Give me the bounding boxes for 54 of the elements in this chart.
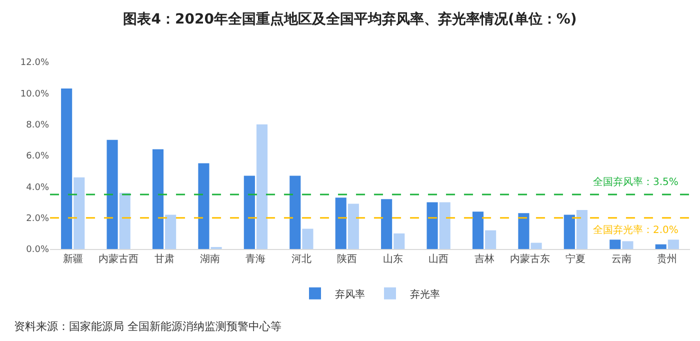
bar (576, 210, 588, 249)
x-tick-label: 内蒙古西 (98, 253, 139, 265)
x-tick-label: 贵州 (657, 253, 678, 265)
bar (518, 213, 530, 249)
bar (165, 214, 176, 249)
bar (622, 241, 634, 249)
bar (256, 124, 268, 249)
x-tick-label: 湖南 (200, 253, 220, 265)
bar (530, 242, 542, 249)
bar (381, 199, 392, 249)
bar (290, 176, 301, 249)
x-tick-label: 吉林 (474, 253, 494, 265)
bar (472, 212, 484, 249)
bar (564, 214, 575, 249)
y-tick-label: 12.0% (20, 58, 50, 68)
y-tick-label: 4.0% (26, 182, 50, 193)
ref-line-label: 全国弃风率：3.5% (593, 176, 678, 188)
y-tick-label: 0.0% (26, 245, 50, 256)
bar (74, 177, 85, 249)
x-tick-label: 内蒙古东 (510, 253, 550, 265)
bar (655, 244, 666, 249)
bar (348, 204, 359, 249)
bar (244, 176, 255, 249)
y-tick-label: 8.0% (26, 120, 50, 130)
ref-line-label: 全国弃光率：2.0% (593, 224, 678, 236)
bar (198, 163, 210, 249)
x-tick-label: 甘肃 (154, 253, 174, 265)
bar (668, 240, 679, 249)
x-tick-label: 山东 (382, 253, 403, 265)
y-tick-label: 10.0% (20, 89, 50, 100)
bar (119, 192, 130, 249)
x-tick-label: 陕西 (337, 253, 358, 265)
x-tick-label: 青海 (246, 253, 266, 265)
bar (485, 230, 496, 249)
x-tick-label: 河北 (291, 253, 312, 265)
bar (335, 198, 346, 249)
y-tick-label: 2.0% (26, 214, 50, 224)
text: 资料来源：国家能源局 全国新能源消纳监测预警中心等 (14, 320, 282, 333)
x-tick-label: 新疆 (62, 253, 83, 265)
y-tick-label: 6.0% (26, 152, 50, 162)
bar (106, 140, 118, 249)
legend-label: 弃光率 (410, 288, 440, 300)
bar (426, 202, 438, 249)
x-tick-label: 云南 (611, 253, 632, 265)
bar (439, 202, 450, 249)
bar (61, 88, 72, 249)
chart-title: 图表4：2020年全国重点地区及全国平均弃风率、弃光率情况(单位：%) (123, 10, 577, 28)
bar (152, 149, 164, 249)
x-tick-label: 宁夏 (566, 253, 586, 265)
bar (394, 233, 405, 249)
bar (302, 228, 314, 249)
x-tick-label: 山西 (428, 253, 449, 265)
bar (610, 240, 621, 249)
legend-label: 弃风率 (335, 288, 365, 300)
